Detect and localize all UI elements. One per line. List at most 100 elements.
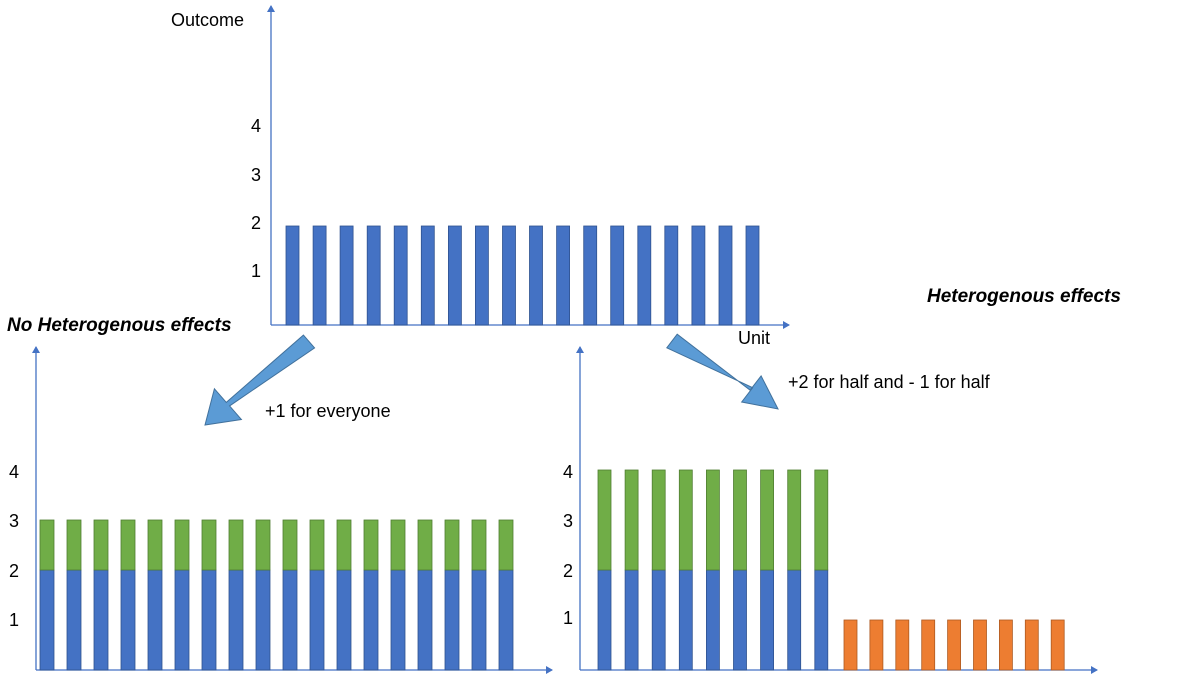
right-tick-3: 3 — [563, 511, 573, 531]
right-tick-4: 4 — [563, 462, 573, 482]
top-tick-1: 1 — [251, 261, 261, 281]
left-bar-8-base — [228, 569, 244, 671]
left-bar-7-base — [201, 569, 217, 671]
right-transition-arrow — [666, 333, 779, 410]
top-bar-3-base — [339, 225, 354, 326]
left-bar-2-increase — [66, 519, 82, 571]
top-bar-6-base — [420, 225, 435, 326]
left-tick-2: 2 — [9, 561, 19, 581]
right-bar-1-increase — [597, 469, 612, 571]
right-bar-14-decrease — [947, 619, 961, 671]
top-bar-8-base — [474, 225, 489, 326]
left-bar-6-base — [174, 569, 190, 671]
right-bar-5-base — [706, 569, 720, 671]
left-bar-5-increase — [147, 519, 163, 571]
left-bar-4-base — [120, 569, 136, 671]
top-y-axis-label: Outcome — [171, 10, 244, 30]
top-bar-4-base — [366, 225, 381, 326]
left-tick-3: 3 — [9, 511, 19, 531]
right-bar-13-decrease — [921, 619, 936, 671]
top-bar-1-base — [285, 225, 300, 326]
right-bar-17-decrease — [1024, 619, 1039, 671]
left-bar-15-base — [417, 569, 433, 671]
right-bar-18-decrease — [1050, 619, 1065, 671]
right-bar-11-decrease — [869, 619, 884, 671]
right-bar-3-increase — [651, 469, 666, 571]
left-bars — [39, 519, 514, 671]
left-chart: 1 2 3 4 — [9, 346, 553, 674]
right-bar-16-decrease — [999, 619, 1013, 671]
right-arrow-label: +2 for half and - 1 for half — [788, 372, 991, 392]
right-tick-1: 1 — [563, 608, 573, 628]
right-bar-3-base — [651, 569, 666, 671]
top-bar-2-base — [312, 225, 327, 326]
right-bar-2-base — [624, 569, 639, 671]
left-bar-6-increase — [174, 519, 190, 571]
right-bar-4-base — [678, 569, 693, 671]
top-bar-10-base — [529, 225, 543, 326]
left-transition-arrow — [204, 334, 316, 426]
left-bar-1-base — [39, 569, 55, 671]
left-bar-1-increase — [39, 519, 55, 571]
left-bar-8-increase — [228, 519, 244, 571]
left-bar-18-increase — [498, 519, 514, 571]
right-bar-12-decrease — [895, 619, 910, 671]
top-bars — [285, 225, 760, 326]
left-bar-16-increase — [444, 519, 460, 571]
left-bar-2-base — [66, 569, 82, 671]
left-bar-12-increase — [336, 519, 352, 571]
left-bar-11-increase — [309, 519, 325, 571]
left-bar-3-increase — [93, 519, 109, 571]
left-bar-10-increase — [282, 519, 298, 571]
right-bar-6-increase — [733, 469, 747, 571]
top-bar-13-base — [610, 225, 625, 326]
top-bar-14-base — [637, 225, 652, 326]
right-bar-9-base — [814, 569, 829, 671]
left-bar-3-base — [93, 569, 109, 671]
right-bar-15-decrease — [973, 619, 987, 671]
right-bar-2-increase — [624, 469, 639, 571]
left-bar-13-base — [363, 569, 379, 671]
top-bar-15-base — [664, 225, 679, 326]
left-bar-18-base — [498, 569, 514, 671]
left-bar-12-base — [336, 569, 352, 671]
top-tick-2: 2 — [251, 213, 261, 233]
right-chart: 1 2 3 4 — [563, 346, 1098, 674]
left-bar-15-increase — [417, 519, 433, 571]
right-bar-7-base — [760, 569, 774, 671]
top-x-axis-label: Unit — [738, 328, 770, 348]
top-bar-12-base — [583, 225, 598, 326]
left-bar-10-base — [282, 569, 298, 671]
left-bar-5-base — [147, 569, 163, 671]
right-bar-10-decrease — [843, 619, 858, 671]
left-bar-14-increase — [390, 519, 406, 571]
right-bar-7-increase — [760, 469, 774, 571]
right-bars — [597, 469, 1065, 671]
right-bar-8-increase — [787, 469, 802, 571]
right-bar-1-base — [597, 569, 612, 671]
top-bar-16-base — [691, 225, 706, 326]
right-bar-4-increase — [678, 469, 693, 571]
top-tick-3: 3 — [251, 165, 261, 185]
left-section-title: No Heterogenous effects — [7, 315, 232, 336]
top-chart: Outcome Unit 1 2 3 4 — [171, 5, 790, 348]
left-tick-1: 1 — [9, 610, 19, 630]
top-bar-9-base — [502, 225, 516, 326]
left-bar-11-base — [309, 569, 325, 671]
right-bar-6-base — [733, 569, 747, 671]
top-bar-11-base — [556, 225, 570, 326]
left-bar-17-increase — [471, 519, 487, 571]
top-bar-18-base — [745, 225, 760, 326]
left-bar-17-base — [471, 569, 487, 671]
top-bar-7-base — [447, 225, 462, 326]
left-bar-9-increase — [255, 519, 271, 571]
left-bar-13-increase — [363, 519, 379, 571]
right-bar-5-increase — [706, 469, 720, 571]
left-bar-4-increase — [120, 519, 136, 571]
top-bar-5-base — [393, 225, 408, 326]
right-tick-2: 2 — [563, 561, 573, 581]
right-bar-9-increase — [814, 469, 829, 571]
right-bar-8-base — [787, 569, 802, 671]
left-arrow-label: +1 for everyone — [265, 401, 391, 421]
